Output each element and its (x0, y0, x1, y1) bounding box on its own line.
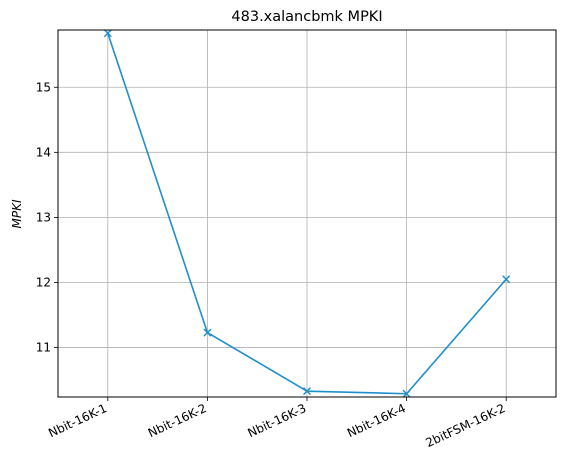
x-tick-label: Nbit-16K-2 (146, 401, 209, 440)
y-tick-label: 14 (36, 145, 51, 159)
x-tick-label: 2bitFSM-16K-2 (423, 401, 507, 450)
y-tick-label: 12 (36, 275, 51, 289)
y-tick-label: 11 (36, 341, 51, 355)
series-layer (103, 29, 511, 398)
chart-title: 483.xalancbmk MPKI (231, 9, 382, 25)
y-ticks: 11 12 13 14 15 (36, 80, 58, 355)
data-point-marker (103, 29, 112, 38)
data-point-marker (502, 275, 511, 284)
y-tick-label: 13 (36, 210, 51, 224)
y-tick-label: 15 (36, 80, 51, 94)
y-axis-label: MPKI (10, 199, 24, 228)
x-ticks: Nbit-16K-1 Nbit-16K-2 Nbit-16K-3 Nbit-16K-4… (46, 397, 507, 450)
x-tick-label: Nbit-16K-3 (245, 401, 308, 440)
grid (58, 30, 556, 397)
x-tick-label: Nbit-16K-4 (345, 401, 408, 440)
data-point-marker (303, 387, 311, 396)
x-tick-label: Nbit-16K-1 (46, 401, 109, 440)
data-point-marker (402, 389, 411, 398)
data-point-marker (203, 328, 212, 337)
